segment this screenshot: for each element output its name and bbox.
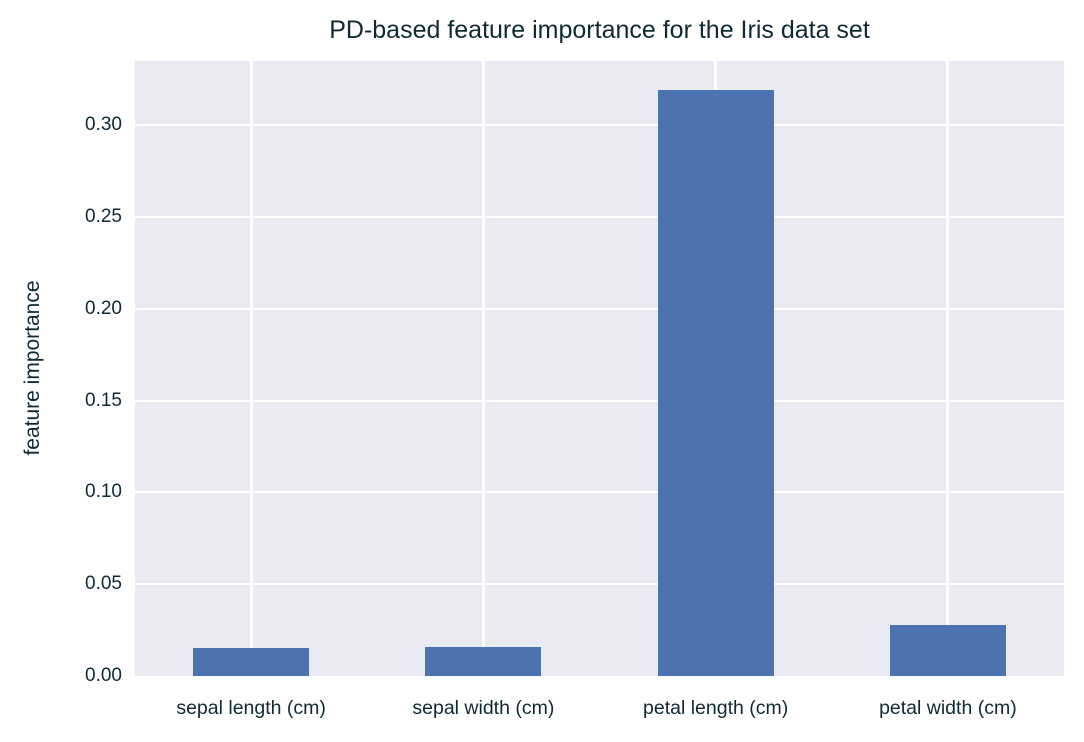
gridline-vertical xyxy=(481,61,485,676)
gridline-horizontal xyxy=(135,124,1064,127)
plot-area xyxy=(135,61,1064,676)
y-tick-label: 0.15 xyxy=(85,389,122,411)
gridline-vertical xyxy=(946,61,950,676)
gridline-horizontal xyxy=(135,399,1064,402)
gridline-horizontal xyxy=(135,491,1064,494)
x-tick-label: petal length (cm) xyxy=(643,697,789,719)
y-tick-label: 0.25 xyxy=(85,206,122,228)
gridline-horizontal xyxy=(135,583,1064,586)
bar-sepal-length-cm xyxy=(193,647,310,676)
x-tick-label: petal width (cm) xyxy=(879,697,1017,719)
y-tick-label: 0.30 xyxy=(85,114,122,136)
gridline-vertical xyxy=(249,61,253,676)
bar-petal-width-cm xyxy=(889,624,1006,676)
gridline-horizontal xyxy=(135,307,1064,310)
y-axis-label: feature importance xyxy=(21,280,44,456)
x-tick-label: sepal length (cm) xyxy=(176,697,326,719)
y-tick-label: 0.10 xyxy=(85,481,122,503)
bar-petal-length-cm xyxy=(657,90,774,676)
x-tick-label: sepal width (cm) xyxy=(412,697,555,719)
y-tick-label: 0.05 xyxy=(85,573,122,595)
chart-title: PD-based feature importance for the Iris… xyxy=(329,16,870,44)
y-tick-label: 0.00 xyxy=(85,665,122,686)
y-tick-label: 0.20 xyxy=(85,297,122,319)
gridline-horizontal xyxy=(135,216,1064,219)
bar-sepal-width-cm xyxy=(425,646,542,676)
